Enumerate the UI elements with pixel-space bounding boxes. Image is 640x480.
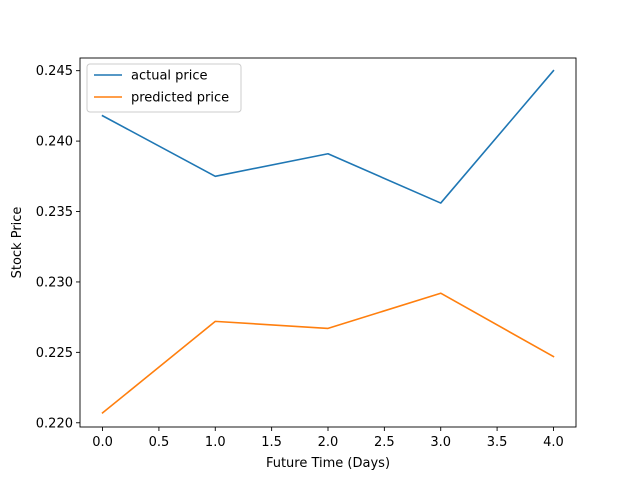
x-tick-label: 1.0 <box>205 435 226 450</box>
x-axis-ticks: 0.0 0.5 1.0 1.5 2.0 2.5 3.0 3.5 4.0 <box>92 427 564 450</box>
x-tick-label: 0.0 <box>92 435 113 450</box>
y-tick-label: 0.230 <box>36 275 73 290</box>
x-tick-label: 4.0 <box>543 435 564 450</box>
legend: actual price predicted price <box>86 63 242 113</box>
legend-label-actual-price: actual price <box>131 69 208 84</box>
y-axis-ticks: 0.220 0.225 0.230 0.235 0.240 0.245 <box>36 64 80 431</box>
plot-area <box>79 57 577 428</box>
x-tick-label: 3.5 <box>487 435 508 450</box>
y-axis-label: Stock Price <box>10 207 25 279</box>
x-tick-label: 2.5 <box>374 435 395 450</box>
y-tick-label: 0.225 <box>36 346 73 361</box>
y-tick-label: 0.235 <box>36 205 73 220</box>
series-line-predicted-price <box>101 292 555 415</box>
legend-label-predicted-price: predicted price <box>131 91 229 106</box>
y-tick-label: 0.240 <box>36 135 73 150</box>
series-line-actual-price <box>101 69 555 204</box>
plot-background <box>80 58 576 427</box>
x-tick-label: 1.5 <box>261 435 282 450</box>
y-tick-label: 0.220 <box>36 416 73 431</box>
x-tick-label: 2.0 <box>318 435 339 450</box>
y-tick-label: 0.245 <box>36 64 73 79</box>
x-tick-label: 0.5 <box>149 435 170 450</box>
x-axis-label: Future Time (Days) <box>266 456 390 471</box>
legend-box <box>86 63 242 113</box>
x-tick-label: 3.0 <box>430 435 451 450</box>
